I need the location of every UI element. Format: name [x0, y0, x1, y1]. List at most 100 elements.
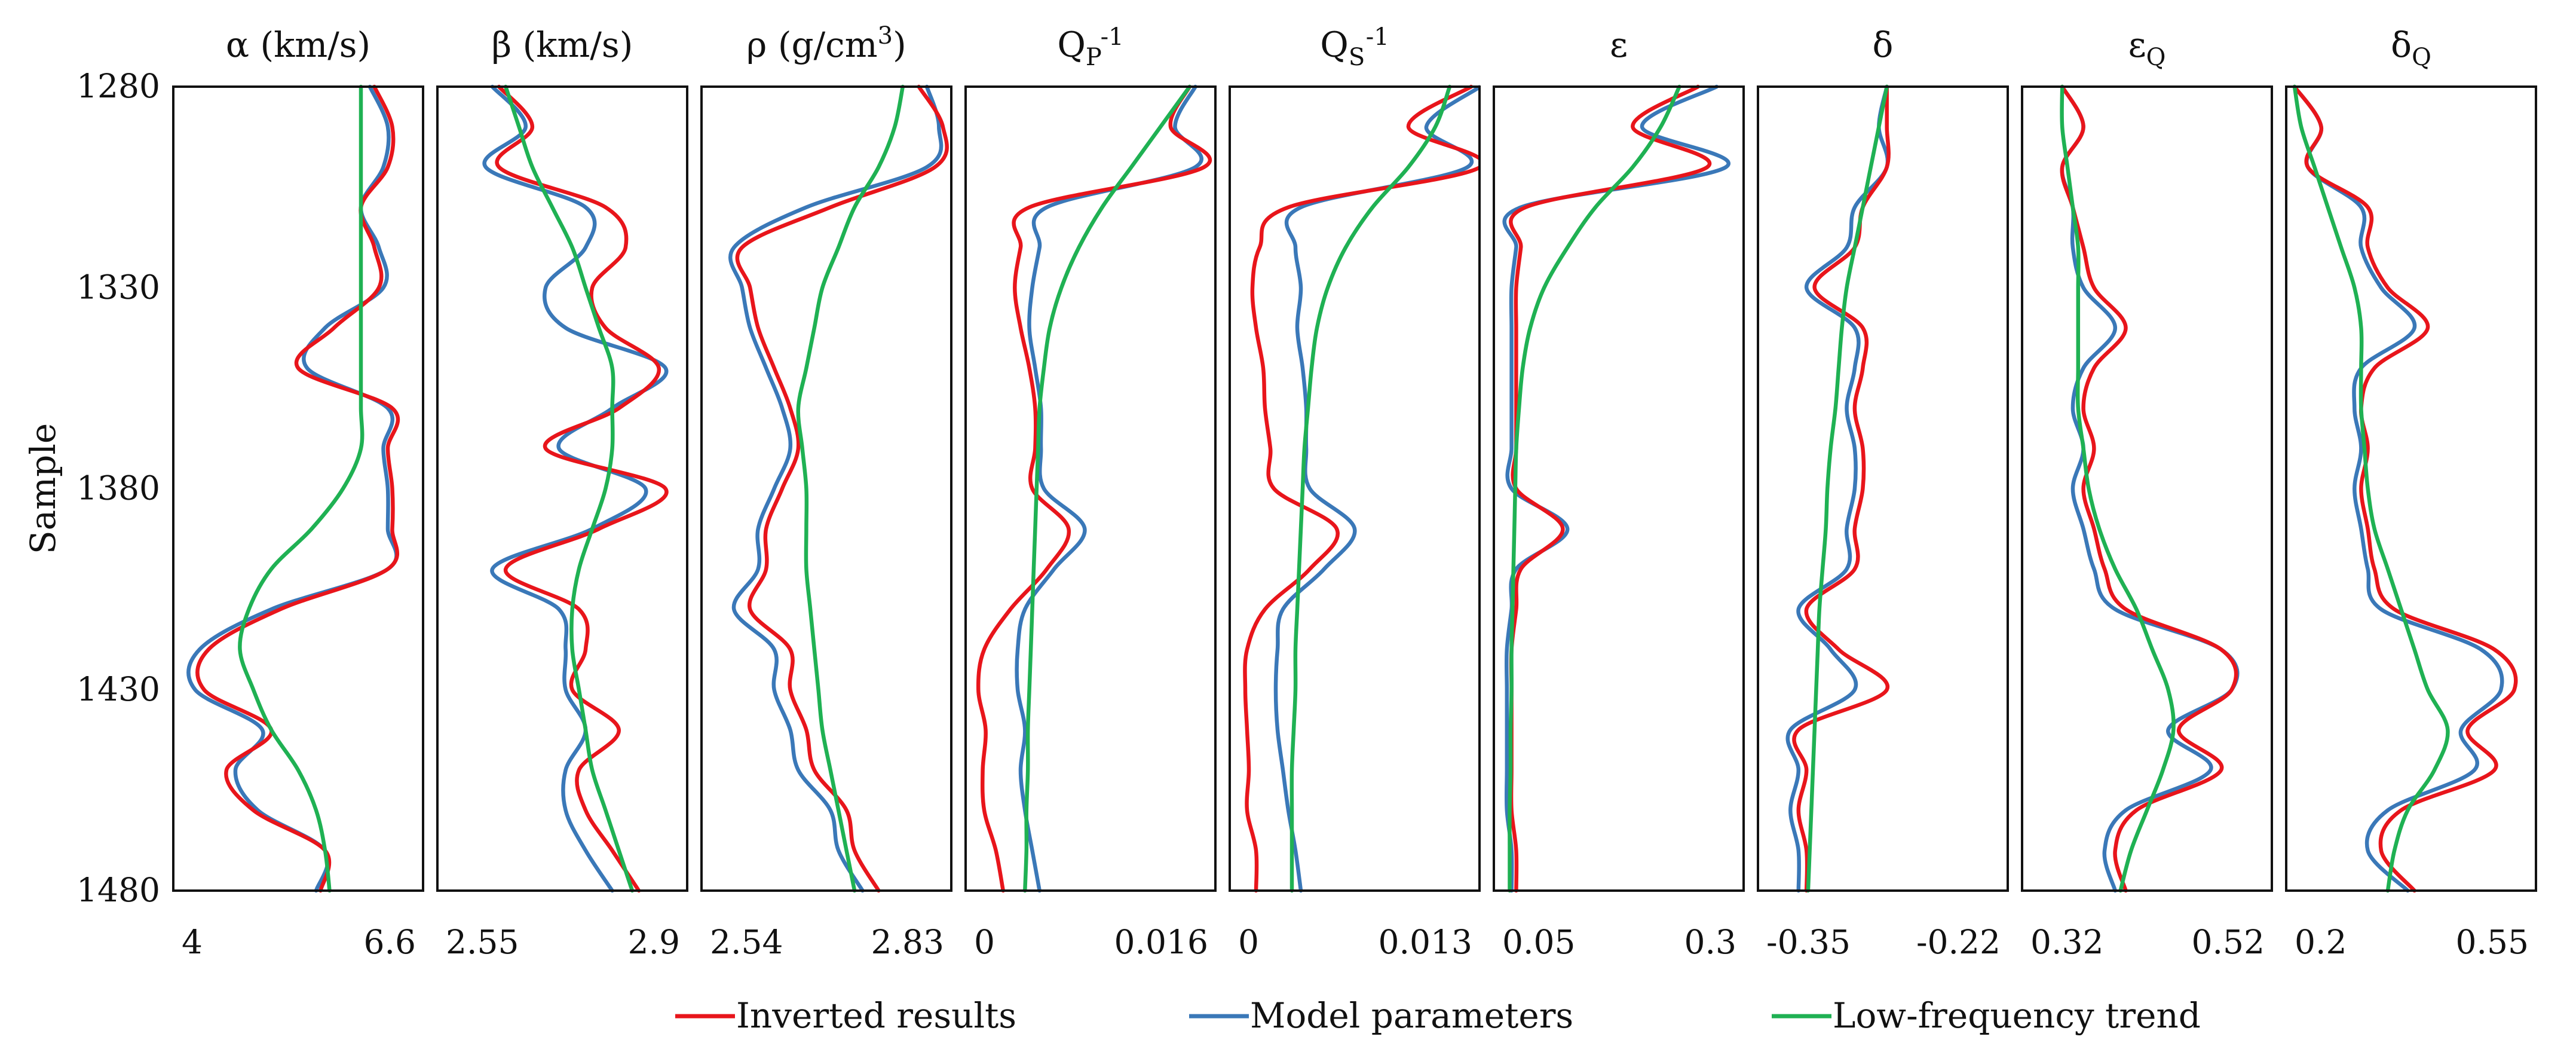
- panel-beta: β (km/s) 2.55 2.9: [436, 25, 688, 961]
- y-tick-label: 1380: [76, 469, 160, 507]
- series-line-inverted: [735, 84, 949, 893]
- panel-title-subscript: P: [1086, 44, 1101, 71]
- panel-frame: [1229, 85, 1481, 892]
- y-tick-label: 1480: [76, 871, 160, 909]
- panel-frame: [1757, 85, 2009, 892]
- series-line-inverted: [976, 84, 1212, 893]
- panel-frame: [436, 85, 688, 892]
- panel-series: [728, 84, 949, 893]
- series-line-trend: [504, 84, 635, 893]
- series-line-trend: [1508, 84, 1681, 893]
- panel-title-main: Q: [1320, 25, 1349, 65]
- series-line-trend: [2292, 84, 2450, 893]
- panel-title-main: ε: [2128, 25, 2146, 65]
- panels: α (km/s) 4 6.6 β (km/s) 2.55 2.9 ρ (g/cm3) 2.54…: [172, 22, 2537, 961]
- panel-title-main: Q: [1057, 25, 1086, 65]
- x-tick-label-max: 0.52: [2192, 923, 2265, 961]
- x-tick-label-min: -0.35: [1766, 923, 1851, 961]
- x-tick-label-max: 0.013: [1379, 923, 1472, 961]
- panel-title: α (km/s): [226, 25, 370, 65]
- panel-title: ρ (g/cm3): [746, 22, 906, 65]
- panel-title: QS-1: [1320, 23, 1389, 71]
- panel-title-superscript: -1: [1366, 23, 1389, 51]
- series-line-inverted: [495, 84, 669, 893]
- panel-frame: [700, 85, 952, 892]
- series-line-trend: [1023, 84, 1192, 893]
- panel-frame: [964, 85, 1217, 892]
- panel-title-main: ρ (g/cm: [746, 25, 877, 65]
- x-tick-label-min: 2.55: [446, 923, 519, 961]
- panel-series: [1243, 84, 1480, 893]
- panel-series: [1502, 84, 1730, 893]
- x-tick-label-max: 0.55: [2456, 923, 2529, 961]
- panel-series: [482, 84, 669, 893]
- panel-frame: [1493, 85, 1745, 892]
- x-tick-label-min: 2.54: [710, 923, 783, 961]
- panel-title-main: α (km/s): [226, 25, 370, 65]
- x-tick-label-min: 0: [974, 923, 995, 961]
- panel-frame: [2285, 85, 2537, 892]
- panel-title-superscript: 3: [878, 22, 893, 50]
- panel-series: [2292, 84, 2518, 893]
- x-tick-label-max: 0.3: [1684, 923, 1736, 961]
- legend-item-inverted: Inverted results: [675, 995, 1016, 1036]
- panel-title-subscript: Q: [2412, 44, 2431, 71]
- series-line-trend: [796, 84, 905, 893]
- x-tick-label-min: 0.2: [2295, 923, 2347, 961]
- series-line-model: [186, 84, 399, 893]
- y-axis-label: Sample: [23, 423, 63, 554]
- panel-title: β (km/s): [492, 25, 633, 65]
- panel-series: [976, 84, 1212, 893]
- panel-alpha: α (km/s) 4 6.6: [172, 25, 424, 961]
- x-tick-label-max: 6.6: [364, 923, 416, 961]
- x-tick-label-max: 0.016: [1114, 923, 1208, 961]
- series-line-inverted: [2060, 84, 2238, 893]
- panel-title-main: δ: [1873, 25, 1894, 65]
- series-line-trend: [2060, 84, 2176, 893]
- series-line-inverted: [195, 84, 400, 893]
- panel-title-main: ε: [1610, 25, 1628, 65]
- series-line-trend: [1289, 84, 1452, 893]
- panel-frame: [172, 85, 424, 892]
- x-tick-label-min: 0.05: [1502, 923, 1575, 961]
- panel-title-subscript: Q: [2146, 44, 2166, 71]
- series-line-model: [728, 84, 944, 893]
- panel-title: δQ: [2391, 25, 2431, 71]
- panel-title: εQ: [2128, 25, 2166, 71]
- panel-title: δ: [1873, 25, 1894, 65]
- series-line-model: [1785, 84, 1890, 893]
- legend-item-model: Model parameters: [1189, 995, 1573, 1036]
- y-tick-label: 1330: [76, 268, 160, 306]
- panel-title-subscript: S: [1349, 44, 1366, 71]
- y-axis: 1280 1330 1380 1430 1480 Sample: [23, 67, 160, 909]
- y-tick-label: 1280: [76, 67, 160, 105]
- series-line-model: [2060, 84, 2240, 893]
- panel-title: ε: [1610, 25, 1628, 65]
- panel-delta: δ -0.35 -0.22: [1757, 25, 2009, 961]
- panel-title-main: β (km/s): [492, 25, 633, 65]
- x-tick-label-min: 4: [182, 923, 203, 961]
- legend-label: Low-frequency trend: [1833, 995, 2201, 1036]
- panel-epsq: εQ 0.32 0.52: [2021, 25, 2273, 961]
- panel-title: QP-1: [1057, 23, 1123, 71]
- panel-series: [2060, 84, 2240, 893]
- panel-qp: QP-1 0 0.016: [964, 23, 1217, 961]
- series-line-inverted: [2292, 84, 2518, 893]
- x-tick-label-min: 0: [1238, 923, 1259, 961]
- series-line-trend: [238, 84, 365, 893]
- y-tick-label: 1430: [76, 670, 160, 708]
- panel-series: [186, 84, 400, 893]
- panel-title-superscript: -1: [1101, 23, 1124, 51]
- panel-qs: QS-1 0 0.013: [1229, 23, 1481, 961]
- panel-series: [1785, 84, 1891, 893]
- series-line-trend: [1806, 84, 1889, 893]
- legend: Inverted results Model parameters Low-freq…: [675, 995, 2201, 1036]
- series-line-model: [1015, 84, 1203, 893]
- x-tick-label-max: -0.22: [1916, 923, 2001, 961]
- x-tick-label-max: 2.9: [628, 923, 680, 961]
- legend-label: Model parameters: [1250, 995, 1573, 1036]
- panel-rho: ρ (g/cm3) 2.54 2.83: [700, 22, 952, 961]
- legend-item-trend: Low-frequency trend: [1772, 995, 2201, 1036]
- series-line-model: [2292, 84, 2504, 893]
